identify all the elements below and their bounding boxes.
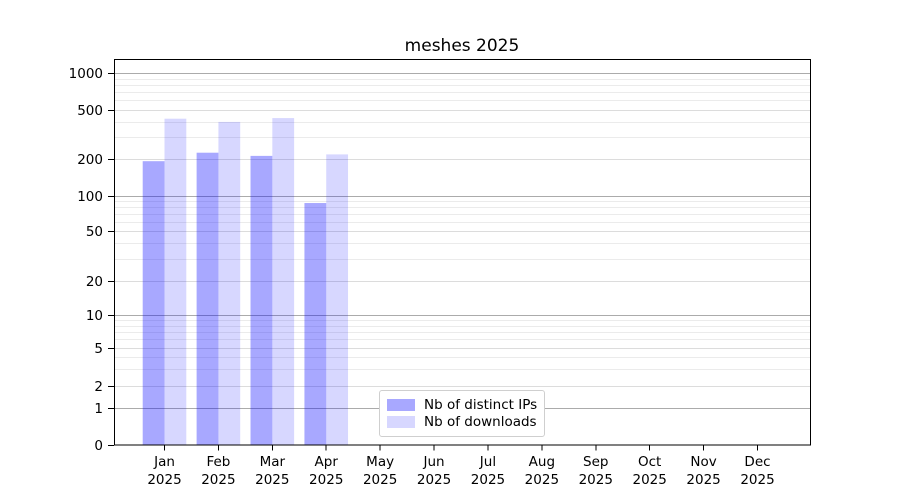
y-tick-label: 50 <box>86 224 103 240</box>
y-tick-label: 1000 <box>69 66 103 82</box>
x-tick-label-month: Jul <box>479 454 496 470</box>
legend-label-distinct-ips: Nb of distinct IPs <box>424 396 538 413</box>
y-tick-label: 10 <box>86 308 103 324</box>
bar-distinct-ips-apr <box>304 203 327 445</box>
x-tick-label-year: 2025 <box>633 472 667 488</box>
bar-distinct-ips-jan <box>142 161 165 445</box>
x-tick-label-year: 2025 <box>309 472 343 488</box>
x-tick-label-year: 2025 <box>525 472 559 488</box>
y-tick-label: 1 <box>94 401 103 417</box>
legend-item-distinct-ips: Nb of distinct IPs <box>387 396 538 413</box>
x-tick-label-year: 2025 <box>201 472 235 488</box>
axes-spines <box>114 59 811 446</box>
y-tick-label: 0 <box>94 438 103 454</box>
bar-downloads-jan <box>164 118 187 445</box>
bar-downloads-mar <box>272 118 295 445</box>
x-tick-label-month: Feb <box>206 454 230 470</box>
x-tick-label-month: Aug <box>529 454 555 470</box>
y-tick-label: 5 <box>94 341 103 357</box>
chart-title: meshes 2025 <box>404 36 520 56</box>
x-tick-label-month: Apr <box>315 454 339 470</box>
x-tick-label-month: Dec <box>744 454 770 470</box>
legend-swatch-distinct-ips <box>387 398 415 411</box>
bar-distinct-ips-feb <box>196 152 219 445</box>
y-tick-label: 2 <box>94 379 103 395</box>
y-tick-label: 20 <box>86 274 103 290</box>
bar-downloads-apr <box>326 154 349 445</box>
x-tick-label-month: Jun <box>422 454 444 470</box>
x-tick-label-year: 2025 <box>579 472 613 488</box>
x-tick-label-month: Jan <box>153 454 175 470</box>
x-tick-label-month: Oct <box>638 454 661 470</box>
x-tick-label-year: 2025 <box>740 472 774 488</box>
x-tick-label-month: May <box>366 454 394 470</box>
bar-distinct-ips-mar <box>250 155 273 445</box>
legend-item-downloads: Nb of downloads <box>387 414 537 431</box>
x-tick-label-year: 2025 <box>471 472 505 488</box>
legend-swatch-downloads <box>387 416 415 429</box>
y-tick-label: 200 <box>77 152 103 168</box>
legend-label-downloads: Nb of downloads <box>424 414 537 431</box>
legend: Nb of distinct IPs Nb of downloads <box>379 390 545 437</box>
x-tick-label-month: Sep <box>583 454 608 470</box>
bar-downloads-feb <box>218 121 241 445</box>
y-tick-label: 100 <box>77 189 103 205</box>
x-tick-label-year: 2025 <box>255 472 289 488</box>
x-tick-label-year: 2025 <box>686 472 720 488</box>
x-tick-label-month: Nov <box>690 454 716 470</box>
y-tick-label: 500 <box>77 103 103 119</box>
x-tick-label-year: 2025 <box>417 472 451 488</box>
x-tick-label-year: 2025 <box>363 472 397 488</box>
x-tick-label-year: 2025 <box>147 472 181 488</box>
x-tick-label-month: Mar <box>260 454 286 470</box>
